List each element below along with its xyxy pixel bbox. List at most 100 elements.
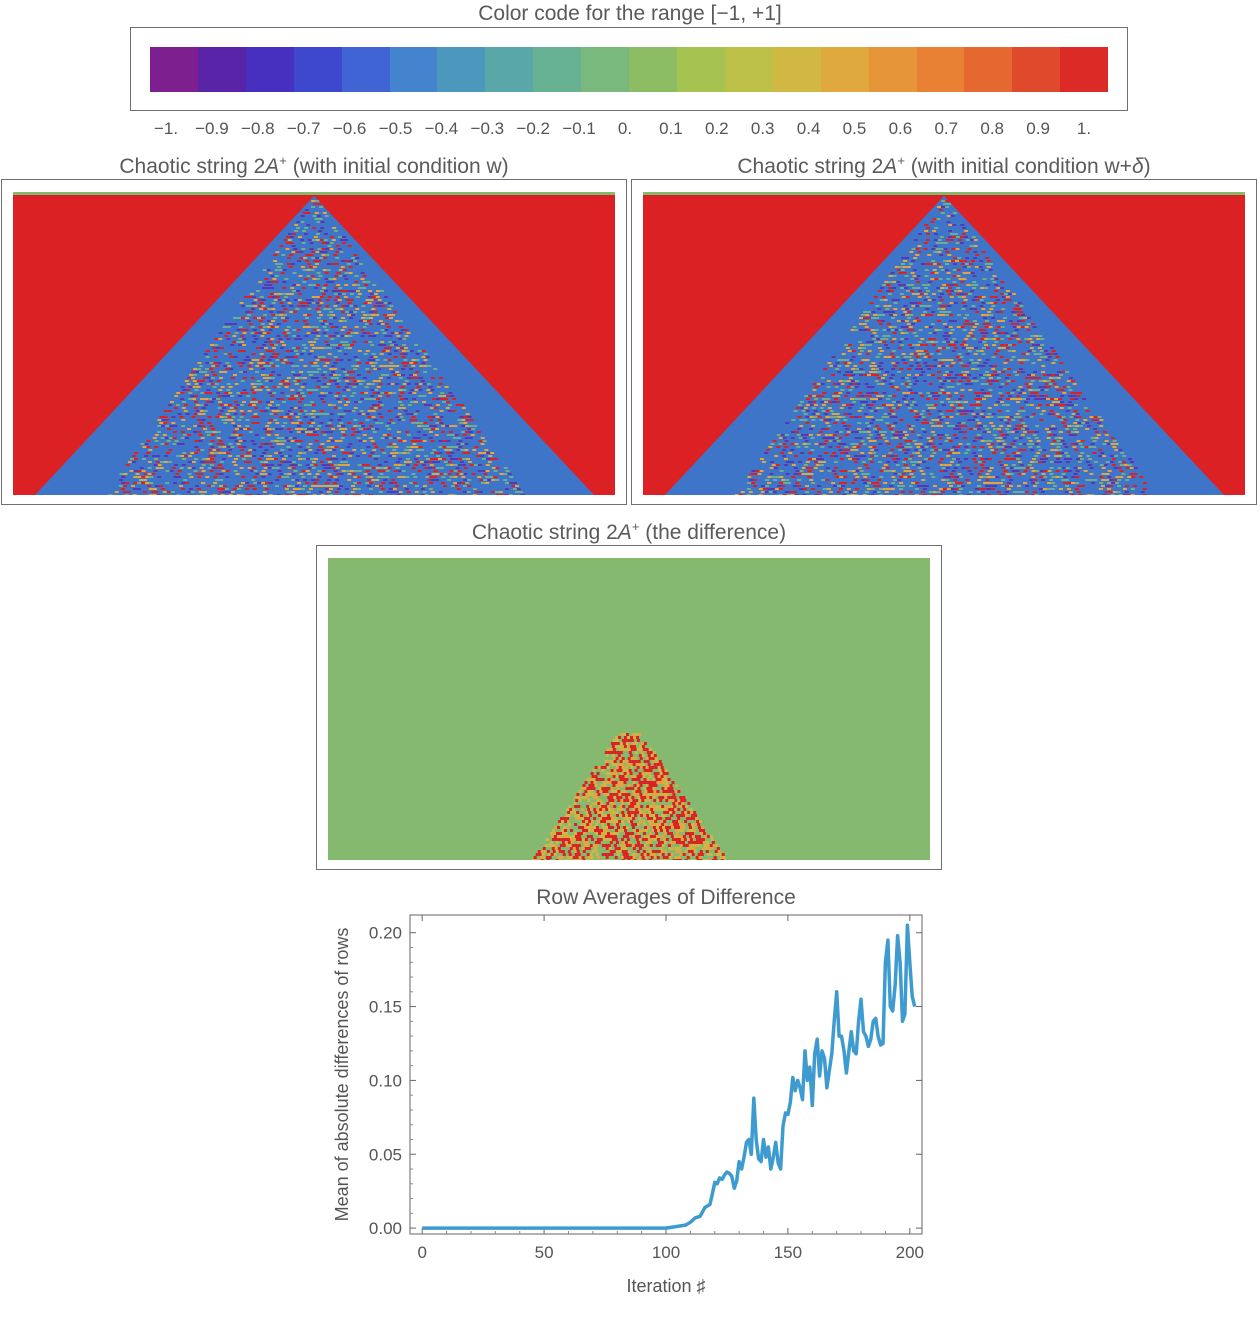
core-cell [966, 380, 971, 382]
core-cell [870, 335, 875, 337]
core-cell [304, 209, 309, 211]
core-cell [931, 248, 936, 250]
core-cell [191, 428, 196, 430]
core-cell [268, 272, 273, 274]
core-cell [902, 392, 907, 394]
core-cell [370, 440, 375, 442]
core-cell [338, 440, 343, 442]
core-cell [388, 455, 393, 457]
core-cell [966, 284, 971, 286]
core-cell [377, 413, 382, 415]
colorbar-tick-label: −0.8 [241, 119, 275, 138]
core-cell [262, 440, 267, 442]
core-cell [186, 383, 191, 385]
core-cell [915, 419, 920, 421]
core-cell [831, 413, 836, 415]
core-cell [871, 425, 876, 427]
core-cell [297, 260, 302, 262]
core-cell [1031, 350, 1036, 352]
core-cell [500, 494, 505, 495]
core-cell [377, 368, 382, 370]
core-cell [885, 416, 890, 418]
core-cell [981, 428, 986, 430]
core-cell [885, 296, 890, 298]
core-cell [956, 275, 961, 277]
core-cell [932, 230, 937, 232]
core-cell [924, 326, 929, 328]
core-cell [970, 323, 975, 325]
core-cell [413, 470, 418, 472]
core-cell [396, 437, 401, 439]
core-cell [307, 371, 312, 373]
core-cell [945, 365, 950, 367]
core-cell [1019, 317, 1023, 319]
core-cell [366, 332, 371, 334]
core-cell [1058, 437, 1063, 439]
core-cell [921, 302, 926, 304]
core-cell [935, 236, 940, 238]
core-cell [251, 359, 256, 361]
core-cell [1012, 389, 1017, 391]
core-cell [460, 449, 465, 451]
core-cell [254, 401, 258, 403]
core-cell [330, 446, 335, 448]
core-cell [910, 437, 915, 439]
core-cell [825, 428, 830, 430]
core-cell [383, 302, 388, 304]
core-cell [352, 290, 356, 292]
core-cell [314, 377, 319, 379]
core-cell [329, 236, 334, 238]
core-cell [370, 389, 375, 391]
core-cell [909, 257, 914, 259]
core-cell [325, 311, 330, 313]
core-cell [347, 347, 352, 349]
core-cell [450, 446, 455, 448]
core-cell [403, 353, 408, 355]
core-cell [252, 449, 257, 451]
core-cell [271, 308, 276, 310]
core-cell [400, 392, 405, 394]
core-cell [412, 443, 417, 445]
core-cell [324, 215, 329, 217]
core-cell [410, 344, 415, 346]
core-cell [293, 248, 298, 250]
core-cell [323, 251, 328, 253]
core-cell [892, 338, 897, 340]
core-cell [908, 389, 913, 391]
core-cell [339, 428, 344, 430]
core-cell [213, 368, 218, 370]
core-cell [1092, 434, 1097, 436]
colorbar-swatch [341, 47, 390, 92]
core-cell [1033, 347, 1038, 349]
core-cell [1092, 440, 1097, 442]
core-cell [250, 401, 254, 403]
core-cell [375, 314, 380, 316]
core-cell [917, 416, 922, 418]
core-cell [311, 371, 316, 373]
core-cell [1070, 398, 1075, 400]
core-cell [1020, 326, 1025, 328]
core-cell [220, 443, 225, 445]
core-cell [367, 353, 372, 355]
core-cell [955, 425, 960, 427]
core-cell [297, 368, 302, 370]
core-cell [845, 347, 850, 349]
core-cell [865, 353, 870, 355]
core-cell [337, 350, 342, 352]
core-cell [234, 383, 239, 385]
core-cell [931, 242, 936, 244]
core-cell [426, 491, 431, 493]
core-cell [280, 437, 285, 439]
core-cell [275, 404, 280, 406]
core-cell [312, 284, 317, 286]
core-cell [466, 491, 471, 493]
core-cell [367, 473, 372, 475]
core-cell [433, 407, 438, 409]
core-cell [947, 236, 952, 238]
core-cell [302, 230, 307, 232]
core-cell [145, 482, 150, 484]
core-cell [355, 404, 360, 406]
core-cell [230, 434, 235, 436]
core-cell [515, 485, 519, 487]
core-cell [281, 476, 286, 478]
